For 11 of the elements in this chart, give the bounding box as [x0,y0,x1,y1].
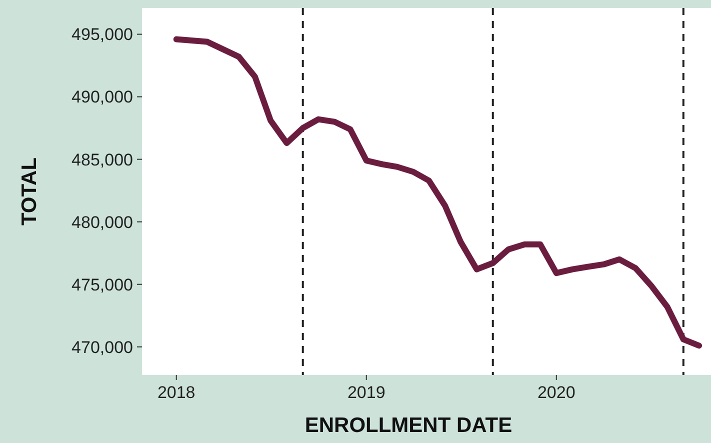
y-tick-label: 480,000 [72,212,133,232]
x-tick-label: 2019 [347,383,386,402]
y-tick-label: 495,000 [72,25,133,44]
y-tick-label: 490,000 [72,88,133,107]
y-axis-title: TOTAL [18,157,41,226]
y-tick-label: 485,000 [72,150,133,170]
x-tick-label: 2020 [537,383,576,402]
x-axis-title: ENROLLMENT DATE [304,414,512,437]
y-tick-label: 470,000 [72,338,133,357]
y-tick-label: 475,000 [72,275,133,294]
x-tick-label: 2018 [157,383,196,402]
